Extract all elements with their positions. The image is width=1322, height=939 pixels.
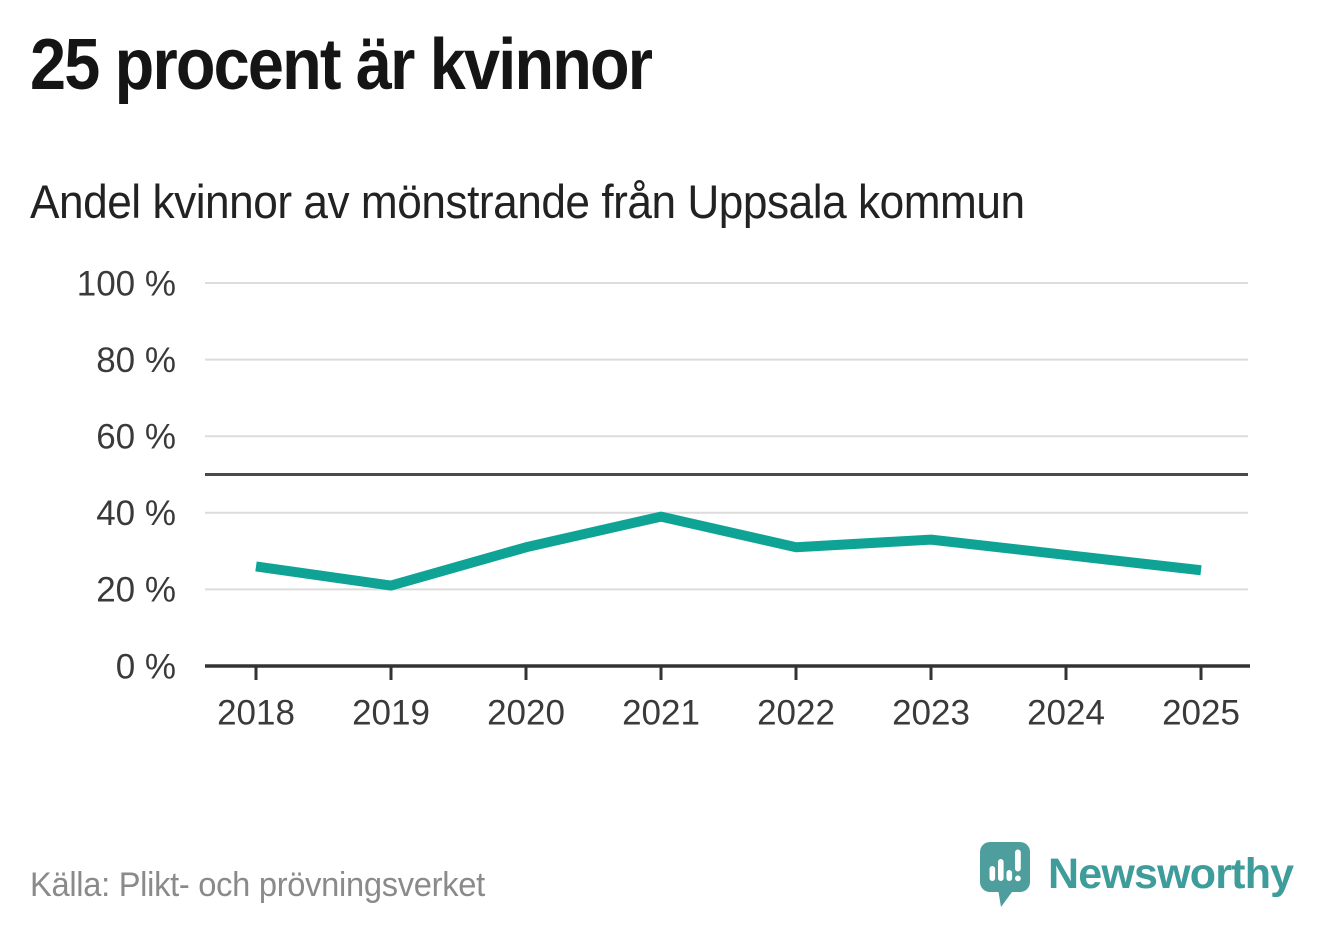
x-tick-label: 2020: [487, 693, 565, 732]
y-tick-label: 40 %: [96, 494, 176, 533]
x-tick-label: 2021: [622, 693, 700, 732]
brand-lockup: Newsworthy: [980, 842, 1294, 908]
logo-bar-2: [998, 859, 1004, 881]
x-tick-label: 2023: [892, 693, 970, 732]
x-tick-label: 2025: [1162, 693, 1240, 732]
newsworthy-logo-icon: [980, 842, 1030, 907]
x-tick-label: 2019: [352, 693, 430, 732]
x-tick-label: 2018: [217, 693, 295, 732]
y-tick-label: 60 %: [96, 417, 176, 456]
logo-exclamation-bar: [1015, 849, 1021, 872]
y-tick-label: 20 %: [96, 571, 176, 610]
logo-bar-3: [1006, 870, 1013, 881]
source-caption: Källa: Plikt- och prövningsverket: [30, 866, 485, 904]
y-tick-label: 100 %: [77, 264, 176, 303]
chart-subtitle: Andel kvinnor av mönstrande från Uppsala…: [30, 175, 1025, 228]
y-tick-label: 0 %: [116, 647, 176, 686]
page-title: 25 procent är kvinnor: [30, 25, 653, 105]
y-tick-label: 80 %: [96, 341, 176, 380]
data-line: [255, 511, 1202, 591]
newsworthy-wordmark: Newsworthy: [1048, 850, 1294, 898]
x-tick-label: 2022: [757, 693, 835, 732]
logo-bar-1: [989, 866, 996, 881]
x-tick-label: 2024: [1027, 693, 1105, 732]
logo-exclamation-dot: [1015, 875, 1021, 882]
